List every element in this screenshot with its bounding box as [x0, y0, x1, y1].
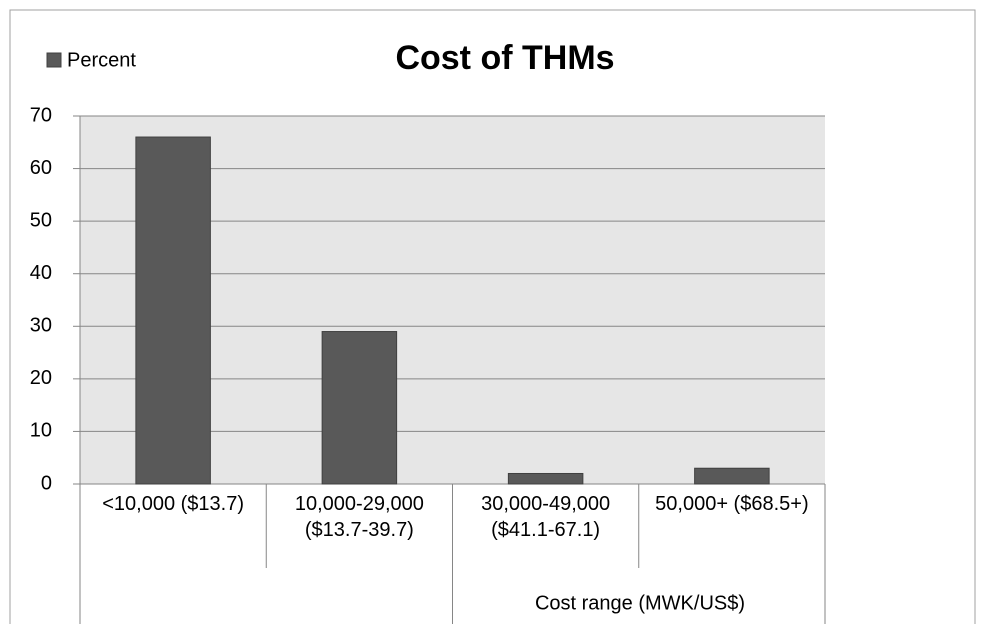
- x-tick-label: 10,000-29,000 ($13.7-39.7): [294, 493, 424, 541]
- chart-title: Cost of THMs: [395, 39, 614, 77]
- y-tick-label: 10: [30, 420, 52, 442]
- legend-swatch: [46, 52, 62, 68]
- y-tick-label: 40: [30, 262, 52, 284]
- bar: [694, 467, 770, 485]
- y-tick-label: 60: [30, 157, 52, 179]
- y-tick-label: 20: [30, 367, 52, 389]
- x-tick-label: <10,000 ($13.7): [102, 493, 245, 515]
- x-tick-label: 30,000-49,000 ($41.1-67.1): [481, 493, 611, 541]
- bar: [507, 472, 584, 485]
- y-tick-label: 50: [30, 209, 52, 231]
- bar: [135, 136, 211, 485]
- bar: [321, 331, 398, 485]
- y-tick-label: 30: [30, 315, 52, 337]
- y-tick-label: 70: [30, 104, 52, 126]
- legend-label: Percent: [67, 49, 136, 71]
- x-axis-title: Cost range (MWK/US$): [535, 592, 745, 614]
- y-tick-label: 0: [41, 472, 52, 494]
- chart-frame: [9, 9, 976, 624]
- x-tick-label: 50,000+ ($68.5+): [655, 493, 809, 515]
